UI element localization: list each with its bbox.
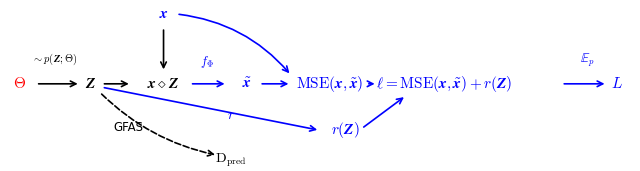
Text: $\mathbb{E}_p$: $\mathbb{E}_p$: [579, 52, 595, 69]
Text: $\mathrm{D}_{\mathrm{pred}}$: $\mathrm{D}_{\mathrm{pred}}$: [214, 152, 246, 169]
Text: $\tilde{\boldsymbol{x}}$: $\tilde{\boldsymbol{x}}$: [242, 76, 252, 91]
Text: $\boldsymbol{\Theta}$: $\boldsymbol{\Theta}$: [13, 76, 26, 91]
Text: $\mathrm{MSE}(\boldsymbol{x}, \tilde{\boldsymbol{x}})$: $\mathrm{MSE}(\boldsymbol{x}, \tilde{\bo…: [296, 74, 364, 94]
Text: $L$: $L$: [611, 76, 623, 91]
Text: $\ell = \mathrm{MSE}(\boldsymbol{x}, \tilde{\boldsymbol{x}}) + r(\boldsymbol{Z}): $\ell = \mathrm{MSE}(\boldsymbol{x}, \ti…: [376, 74, 513, 94]
Text: GFAS: GFAS: [113, 121, 143, 134]
Text: $f_\Phi$: $f_\Phi$: [200, 54, 214, 70]
Text: $r$: $r$: [227, 108, 235, 122]
Text: $\boldsymbol{x}$: $\boldsymbol{x}$: [159, 6, 168, 22]
Text: $r(\boldsymbol{Z})$: $r(\boldsymbol{Z})$: [332, 120, 360, 140]
Text: $\boldsymbol{x} \diamond \boldsymbol{Z}$: $\boldsymbol{x} \diamond \boldsymbol{Z}$: [147, 76, 180, 91]
Text: $\sim p(\boldsymbol{Z};\boldsymbol{\Theta})$: $\sim p(\boldsymbol{Z};\boldsymbol{\Thet…: [33, 51, 77, 67]
Text: $\boldsymbol{Z}$: $\boldsymbol{Z}$: [84, 76, 96, 91]
